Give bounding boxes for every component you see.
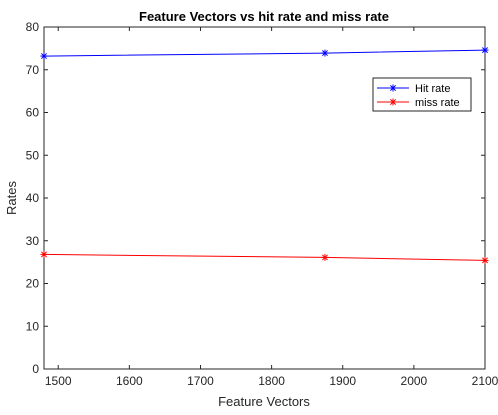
x-tick-label: 2100 (472, 374, 498, 388)
y-tick-label: 10 (26, 319, 40, 333)
legend: Hit rate miss rate (372, 77, 472, 112)
legend-entry: miss rate (415, 97, 460, 109)
x-tick-label: 1800 (258, 374, 285, 388)
x-tick-label: 1600 (116, 374, 143, 388)
x-tick-label: 1900 (329, 374, 356, 388)
series-lines (40, 46, 489, 264)
y-tick-label: 60 (26, 106, 40, 120)
data-point-marker (321, 253, 329, 261)
y-tick-label: 40 (26, 191, 40, 205)
y-axis-label: Rates (4, 181, 19, 215)
legend-box (372, 77, 472, 112)
y-tick-label: 30 (26, 234, 40, 248)
y-axis: 0 10 20 30 40 50 60 70 80 (26, 20, 485, 376)
data-point-marker (321, 49, 329, 57)
data-point-marker (389, 84, 397, 92)
x-tick-label: 2000 (401, 374, 428, 388)
data-point-marker (40, 250, 48, 258)
x-axis: 1500 1600 1700 1800 1900 2000 2100 (45, 27, 498, 388)
data-point-marker (40, 52, 48, 60)
x-tick-label: 1700 (187, 374, 214, 388)
y-tick-label: 50 (26, 148, 40, 162)
y-tick-label: 20 (26, 277, 40, 291)
legend-entry: Hit rate (415, 83, 450, 95)
data-point-marker (389, 98, 397, 106)
y-tick-label: 80 (26, 20, 40, 34)
x-axis-label: Feature Vectors (218, 394, 310, 409)
chart-title: Feature Vectors vs hit rate and miss rat… (139, 9, 389, 24)
y-tick-label: 70 (26, 63, 40, 77)
x-tick-label: 1500 (45, 374, 72, 388)
y-tick-label: 0 (32, 362, 39, 376)
data-point-marker (481, 256, 489, 264)
data-point-marker (481, 46, 489, 54)
